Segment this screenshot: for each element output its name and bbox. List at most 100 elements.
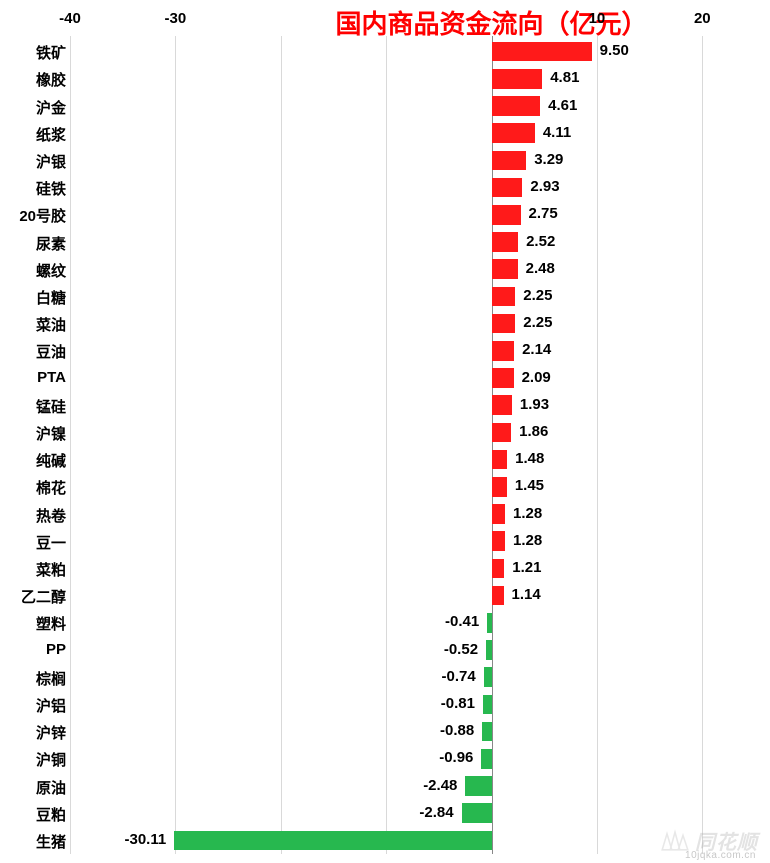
bar (462, 803, 492, 823)
category-label: 纯碱 (36, 450, 66, 471)
value-label: 2.52 (526, 233, 555, 250)
bar (492, 69, 543, 89)
bar (492, 559, 505, 579)
value-label: -30.11 (125, 831, 167, 848)
category-label: PTA (37, 369, 66, 386)
value-label: 1.48 (515, 450, 544, 467)
category-label: 铁矿 (36, 42, 66, 63)
bar (492, 504, 505, 524)
category-label: 塑料 (36, 613, 66, 634)
bar (492, 423, 512, 443)
value-label: 1.86 (519, 423, 548, 440)
bar (487, 613, 491, 633)
category-label: 沪银 (36, 151, 66, 172)
bar (465, 776, 491, 796)
gridline (70, 36, 71, 854)
value-label: 2.93 (530, 178, 559, 195)
value-label: 2.25 (523, 287, 552, 304)
category-label: 锰硅 (36, 396, 66, 417)
bar (492, 531, 505, 551)
value-label: 9.50 (600, 42, 629, 59)
bar (492, 232, 519, 252)
x-tick-label: 10 (589, 10, 606, 27)
category-label: 原油 (36, 777, 66, 798)
gridline (281, 36, 282, 854)
value-label: 1.28 (513, 532, 542, 549)
category-label: 热卷 (36, 505, 66, 526)
category-label: 尿素 (36, 233, 66, 254)
watermark-logo-icon (659, 829, 691, 853)
x-tick-label: -30 (165, 10, 187, 27)
value-label: -0.52 (444, 641, 478, 658)
value-label: -2.84 (419, 804, 453, 821)
category-label: 橡胶 (36, 69, 66, 90)
category-label: 纸浆 (36, 124, 66, 145)
category-label: 沪金 (36, 97, 66, 118)
category-label: 豆粕 (36, 804, 66, 825)
value-label: 2.25 (523, 314, 552, 331)
value-label: 4.81 (550, 69, 579, 86)
value-label: 1.21 (512, 559, 541, 576)
value-label: 1.45 (515, 477, 544, 494)
category-label: 棕榈 (36, 668, 66, 689)
value-label: 2.48 (526, 260, 555, 277)
bar (492, 395, 512, 415)
bar (484, 667, 492, 687)
chart-container: 国内商品资金流向（亿元） 9.504.814.614.113.292.932.7… (0, 0, 770, 863)
value-label: -0.96 (439, 749, 473, 766)
value-label: -0.74 (442, 668, 476, 685)
bar (174, 831, 491, 851)
watermark-url: 10jqka.com.cn (685, 850, 756, 861)
category-label: 生猪 (36, 831, 66, 852)
bar (492, 123, 535, 143)
bar (492, 450, 508, 470)
category-label: 螺纹 (36, 260, 66, 281)
category-label: 硅铁 (36, 178, 66, 199)
value-label: 4.11 (543, 124, 571, 141)
value-label: -0.81 (441, 695, 475, 712)
bar (492, 341, 515, 361)
bar (486, 640, 491, 660)
bar (492, 178, 523, 198)
bar (481, 749, 491, 769)
gridline (386, 36, 387, 854)
bar (492, 96, 541, 116)
category-label: 豆一 (36, 532, 66, 553)
category-label: 豆油 (36, 341, 66, 362)
value-label: -0.41 (445, 613, 479, 630)
category-label: 白糖 (36, 287, 66, 308)
bar (492, 151, 527, 171)
bar (492, 42, 592, 62)
bar (492, 259, 518, 279)
x-tick-label: -40 (59, 10, 81, 27)
category-label: PP (46, 641, 66, 658)
category-label: 沪铜 (36, 749, 66, 770)
gridline (175, 36, 176, 854)
value-label: 2.09 (522, 369, 551, 386)
value-label: 1.28 (513, 505, 542, 522)
category-label: 沪锌 (36, 722, 66, 743)
category-label: 20号胶 (19, 205, 66, 226)
value-label: 1.14 (512, 586, 541, 603)
value-label: 3.29 (534, 151, 563, 168)
bar (492, 205, 521, 225)
bar (492, 314, 516, 334)
value-label: 2.14 (522, 341, 551, 358)
gridline (597, 36, 598, 854)
value-label: -0.88 (440, 722, 474, 739)
category-label: 菜粕 (36, 559, 66, 580)
plot-area: 9.50 4.81 4.61 4.11 3.29 2.93 2.75 2.52 2.48 2.25… (70, 36, 755, 854)
category-label: 菜油 (36, 314, 66, 335)
bar (492, 477, 507, 497)
category-label: 沪铝 (36, 695, 66, 716)
bar (492, 586, 504, 606)
gridline (702, 36, 703, 854)
category-label: 沪镍 (36, 423, 66, 444)
category-label: 棉花 (36, 477, 66, 498)
value-label: 1.93 (520, 396, 549, 413)
bar (483, 695, 492, 715)
value-label: 4.61 (548, 97, 577, 114)
value-label: 2.75 (529, 205, 558, 222)
bar (492, 368, 514, 388)
category-label: 乙二醇 (21, 586, 66, 607)
